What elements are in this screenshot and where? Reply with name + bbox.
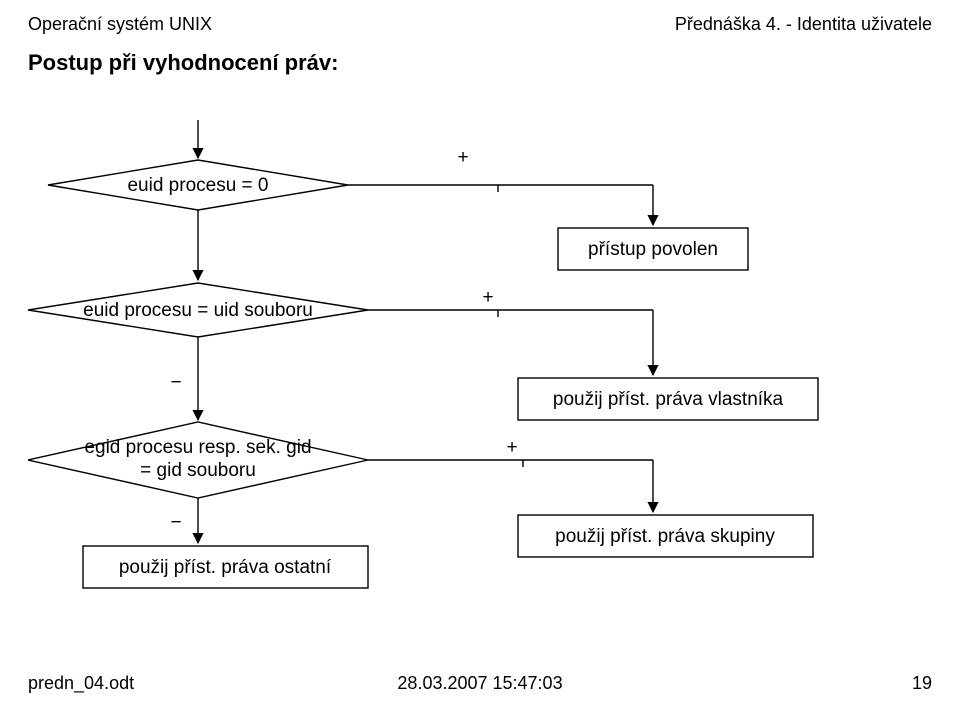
decision-egid-label-2: = gid souboru (140, 460, 256, 481)
box-owner-rights-label: použij příst. práva vlastníka (553, 389, 784, 410)
header-left: Operační systém UNIX (28, 14, 212, 35)
flowchart: euid procesu = 0 + přístup povolen euid … (28, 100, 932, 640)
box-group-rights-label: použij příst. práva skupiny (555, 526, 775, 547)
page-subtitle: Postup při vyhodnocení práv: (28, 50, 338, 76)
box-owner-rights: použij příst. práva vlastníka (518, 378, 818, 420)
decision-egid-eq-gid: egid procesu resp. sek. gid = gid soubor… (28, 422, 368, 498)
footer-left: predn_04.odt (28, 673, 134, 694)
decision-euid-eq-uid: euid procesu = uid souboru (28, 283, 368, 337)
plus-dec1: + (457, 147, 468, 168)
box-group-rights: použij příst. práva skupiny (518, 515, 813, 557)
box-other-rights: použij příst. práva ostatní (83, 546, 368, 588)
decision-egid-label-1: egid procesu resp. sek. gid (84, 437, 311, 458)
minus-dec3: − (170, 512, 181, 533)
box-access-allowed-label: přístup povolen (588, 239, 718, 260)
plus-dec3: + (506, 437, 517, 458)
footer-center: 28.03.2007 15:47:03 (397, 673, 562, 694)
footer-right: 19 (912, 673, 932, 694)
box-other-rights-label: použij příst. práva ostatní (119, 557, 332, 578)
decision-euid-eq-uid-label: euid procesu = uid souboru (83, 300, 313, 321)
plus-dec2: + (482, 287, 493, 308)
decision-euid-zero-label: euid procesu = 0 (127, 175, 268, 196)
minus-dec2: − (170, 372, 181, 393)
box-access-allowed: přístup povolen (558, 228, 748, 270)
decision-euid-zero: euid procesu = 0 (48, 160, 348, 210)
header-right: Přednáška 4. - Identita uživatele (675, 14, 932, 35)
